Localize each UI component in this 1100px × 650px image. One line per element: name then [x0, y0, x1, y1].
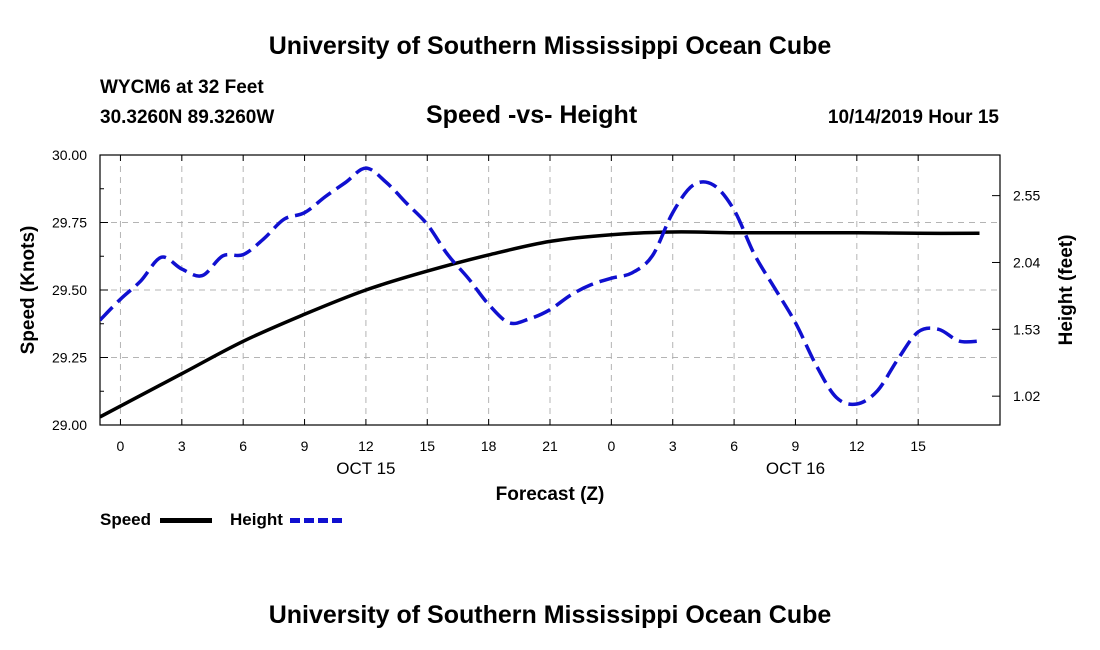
legend-speed-swatch — [160, 518, 212, 523]
y-right-tick-label: 1.53 — [1013, 321, 1040, 337]
x-tick-label: 0 — [607, 438, 615, 454]
station-coordinates: 30.3260N 89.3260W — [100, 107, 275, 128]
x-tick-label: 9 — [792, 438, 800, 454]
x-tick-label: 3 — [178, 438, 186, 454]
date-label: OCT 16 — [766, 459, 825, 478]
x-tick-label: 12 — [358, 438, 374, 454]
date-label: OCT 15 — [336, 459, 395, 478]
series-line-speed — [100, 230, 980, 419]
x-tick-label: 6 — [730, 438, 738, 454]
x-tick-label: 18 — [481, 438, 497, 454]
x-tick-label: 6 — [239, 438, 247, 454]
x-tick-label: 15 — [910, 438, 926, 454]
plot-area-border — [99, 154, 1001, 426]
x-axis-title: Forecast (Z) — [496, 484, 605, 505]
y-left-tick-label: 29.25 — [52, 350, 87, 366]
bottom-title: University of Southern Mississippi Ocean… — [268, 601, 832, 629]
y-right-tick-label: 1.02 — [1013, 388, 1040, 404]
legend-speed-label: Speed — [100, 510, 152, 529]
x-tick-label: 15 — [419, 438, 435, 454]
y-left-tick-label: 29.50 — [52, 282, 87, 298]
y-left-tick-label: 29.00 — [52, 417, 87, 433]
x-tick-label: 3 — [669, 438, 677, 454]
x-tick-label: 9 — [301, 438, 309, 454]
station-label: WYCM6 at 32 Feet — [100, 77, 264, 98]
forecast-timestamp: 10/14/2019 Hour 15 — [827, 107, 999, 128]
series-line-height — [100, 166, 980, 407]
y-left-tick-label: 29.75 — [52, 215, 87, 231]
chart-title: Speed -vs- Height — [426, 101, 638, 129]
legend-height-label: Height — [230, 510, 283, 529]
y-right-tick-label: 2.55 — [1013, 188, 1040, 204]
y-left-tick-label: 30.00 — [52, 147, 87, 163]
legend-height-swatch — [290, 518, 342, 523]
x-tick-label: 21 — [542, 438, 558, 454]
x-tick-label: 12 — [849, 438, 865, 454]
x-tick-label: 0 — [117, 438, 125, 454]
y-left-axis-title: Speed (Knots) — [18, 226, 39, 355]
y-right-axis-title: Height (feet) — [1056, 235, 1077, 346]
y-right-tick-label: 2.04 — [1013, 254, 1040, 270]
top-title: University of Southern Mississippi Ocean… — [268, 32, 832, 60]
